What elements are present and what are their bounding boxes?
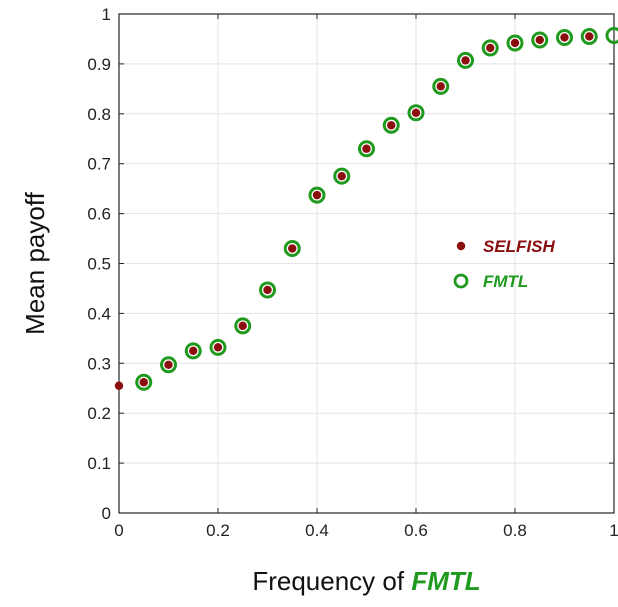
point-fmtl xyxy=(382,116,400,134)
x-axis-title: Frequency of FMTL xyxy=(252,566,480,596)
y-tick-label: 0.4 xyxy=(87,304,111,323)
y-tick-label: 0.6 xyxy=(87,205,111,224)
x-tick-label: 0 xyxy=(114,521,123,540)
point-selfish xyxy=(411,108,421,118)
point-fmtl xyxy=(160,356,177,374)
point-fmtl xyxy=(605,26,618,44)
point-selfish xyxy=(337,171,346,181)
point-selfish xyxy=(461,56,470,65)
x-axis-title-emphasis: FMTL xyxy=(411,566,480,596)
y-tick-label: 0 xyxy=(102,504,111,523)
point-selfish xyxy=(213,343,223,352)
point-selfish xyxy=(139,378,148,387)
legend-marker-fmtl xyxy=(453,273,469,289)
point-fmtl xyxy=(184,342,202,360)
point-fmtl xyxy=(308,186,326,204)
y-axis-title: Mean payoff xyxy=(20,191,50,334)
point-selfish xyxy=(585,32,594,41)
y-tick-label: 0.3 xyxy=(87,354,111,373)
point-selfish xyxy=(288,244,297,253)
x-tick-label: 0.2 xyxy=(206,521,230,540)
x-tick-label: 0.8 xyxy=(503,521,527,540)
point-selfish xyxy=(312,190,322,200)
legend-marker-selfish xyxy=(456,241,466,251)
point-fmtl xyxy=(283,240,301,258)
point-fmtl xyxy=(432,77,450,95)
y-tick-label: 0.7 xyxy=(87,155,111,174)
point-selfish xyxy=(164,360,173,369)
x-tick-label: 0.4 xyxy=(305,521,329,540)
point-selfish xyxy=(510,38,520,48)
x-tick-label: 1 xyxy=(609,521,618,540)
y-tick-label: 0.2 xyxy=(87,404,111,423)
legend-label-fmtl: FMTL xyxy=(483,272,528,291)
point-selfish xyxy=(560,33,569,42)
point-fmtl xyxy=(333,167,351,185)
point-fmtl xyxy=(556,28,573,46)
x-tick-label: 0.6 xyxy=(404,521,428,540)
point-selfish xyxy=(486,43,495,53)
point-selfish xyxy=(189,346,198,356)
point-fmtl xyxy=(259,281,276,299)
point-fmtl xyxy=(506,34,524,52)
legend-label-selfish: SELFISH xyxy=(483,237,556,256)
x-axis-title-prefix: Frequency of xyxy=(252,566,411,596)
y-tick-label: 0.9 xyxy=(87,55,111,74)
point-selfish xyxy=(263,285,272,295)
point-fmtl xyxy=(481,39,499,57)
point-fmtl xyxy=(580,27,598,45)
legend: SELFISH FMTL xyxy=(453,237,556,291)
y-tick-label: 0.8 xyxy=(87,105,111,124)
point-fmtl xyxy=(531,31,549,49)
point-selfish xyxy=(535,35,544,45)
point-fmtl xyxy=(234,317,252,335)
y-tick-label: 1 xyxy=(102,5,111,24)
point-fmtl xyxy=(135,373,153,391)
point-fmtl xyxy=(407,104,425,122)
point-fmtl xyxy=(209,338,227,356)
y-tick-label: 0.5 xyxy=(87,255,111,274)
axis-ticks: 0 0.2 0.4 0.6 0.8 1 0 0.1 0.2 0.3 0.4 0.5 0.6 0.7 0.8 0… xyxy=(87,5,618,540)
point-fmtl xyxy=(457,51,474,69)
point-selfish xyxy=(436,82,445,91)
point-selfish xyxy=(362,144,371,153)
point-fmtl xyxy=(358,140,375,158)
y-tick-label: 0.1 xyxy=(87,454,111,473)
grid xyxy=(118,13,615,514)
data-points xyxy=(114,26,618,391)
point-selfish xyxy=(387,121,396,130)
point-selfish xyxy=(114,381,124,390)
point-selfish xyxy=(238,321,247,331)
